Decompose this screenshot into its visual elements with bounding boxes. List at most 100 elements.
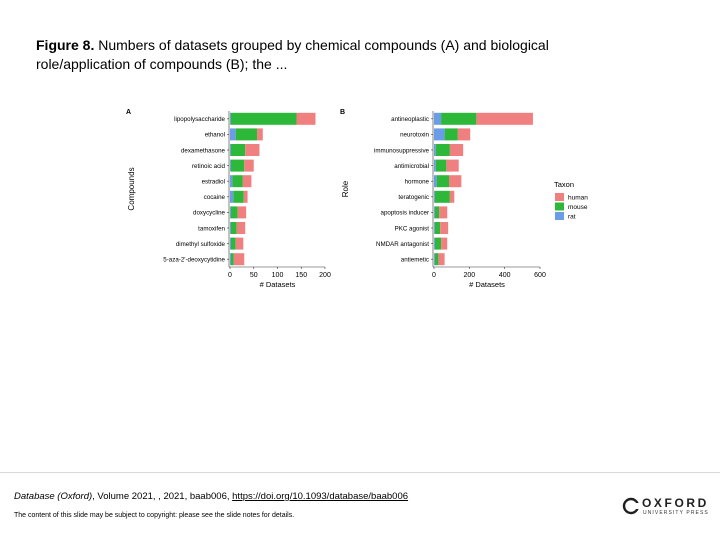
bar-human — [236, 222, 246, 234]
y-axis-title: Role — [341, 180, 350, 197]
bar-human — [440, 222, 449, 234]
category-label: antineoplastic — [391, 116, 429, 123]
bar-rat — [434, 175, 437, 188]
bar-human — [449, 190, 455, 203]
figure-panel: A Compounds lipopolysaccharide ethanol dexam… — [118, 100, 603, 300]
category-label: antiemetic — [401, 257, 429, 264]
x-tick-label: 0 — [228, 272, 232, 279]
bar-rat — [230, 112, 231, 125]
x-axis-title: # Datasets — [260, 280, 296, 289]
footer-divider — [0, 472, 720, 473]
category-label: antimicrobial — [394, 163, 429, 170]
x-tick-label: 50 — [250, 272, 258, 279]
bar-rat — [434, 253, 435, 266]
panel-label-B: B — [340, 109, 345, 116]
bar-human — [439, 206, 448, 219]
bar-mouse — [230, 112, 297, 125]
bar-rat — [230, 206, 231, 219]
bar-human — [438, 253, 445, 266]
x-tick-label: 150 — [295, 272, 307, 279]
bar-mouse — [435, 144, 450, 156]
bar-rat — [434, 144, 436, 156]
category-label: estradiol — [202, 179, 225, 186]
bar-rat — [230, 175, 233, 188]
logo-subtitle: UNIVERSITY PRESS — [643, 510, 709, 516]
bar-rat — [230, 144, 231, 156]
doi-link[interactable]: https://doi.org/10.1093/database/baab006 — [232, 491, 409, 502]
bar-human — [441, 237, 448, 250]
oxford-emblem-icon — [622, 497, 640, 515]
legend-label-rat: rat — [568, 214, 576, 221]
legend-swatch-rat — [555, 212, 564, 220]
bar-human — [242, 175, 252, 188]
category-label: immunosuppressive — [374, 147, 430, 154]
bar-rat — [230, 253, 231, 266]
bar-rat — [230, 128, 236, 141]
citation-details: , Volume 2021, , 2021, baab006, — [92, 491, 233, 502]
x-tick-label: 600 — [534, 272, 546, 279]
bar-mouse — [441, 112, 477, 125]
bar-mouse — [434, 222, 441, 234]
bar-rat — [434, 159, 436, 172]
bar-rat — [230, 237, 231, 250]
bar-mouse — [230, 222, 237, 234]
bar-human — [457, 128, 471, 141]
logo-word: OXFORD — [642, 496, 709, 510]
bar-rat — [434, 237, 435, 250]
category-label: hormone — [405, 179, 430, 186]
bar-rat — [434, 222, 435, 234]
bar-mouse — [230, 144, 246, 156]
bar-mouse — [444, 128, 458, 141]
bar-mouse — [230, 206, 238, 219]
bar-mouse — [436, 175, 450, 188]
bar-mouse — [434, 253, 439, 266]
bar-rat — [230, 190, 234, 203]
bar-rat — [434, 206, 435, 219]
legend-label-mouse: mouse — [568, 204, 588, 211]
citation: Database (Oxford), Volume 2021, , 2021, … — [14, 491, 408, 502]
x-tick-label: 100 — [272, 272, 284, 279]
oxford-logo[interactable]: OXFORD UNIVERSITY PRESS — [622, 496, 712, 518]
bar-mouse — [233, 190, 244, 203]
category-label: doxycycline — [193, 210, 226, 217]
category-label: 5-aza-2'-deoxycytidine — [163, 257, 225, 264]
copyright-notice: The content of this slide may be subject… — [14, 512, 295, 519]
bar-mouse — [235, 128, 258, 141]
bar-rat — [434, 128, 445, 141]
x-tick-label: 200 — [463, 272, 475, 279]
legend-label-human: human — [568, 195, 588, 202]
legend-swatch-mouse — [555, 202, 564, 211]
bar-rat — [230, 159, 231, 172]
category-label: cocaine — [204, 194, 226, 201]
category-label: dimethyl sulfoxide — [176, 241, 226, 248]
legend-swatch-human — [555, 193, 564, 201]
bar-human — [296, 112, 316, 125]
category-label: retinoic acid — [192, 163, 226, 170]
bar-human — [245, 144, 260, 156]
category-label: neurotoxin — [400, 132, 429, 139]
category-label: lipopolysaccharide — [174, 116, 225, 123]
bar-human — [446, 159, 459, 172]
category-label: teratogenic — [398, 194, 429, 201]
y-axis-title: Compounds — [127, 167, 136, 210]
bar-mouse — [434, 206, 440, 219]
bar-rat — [434, 112, 442, 125]
x-tick-label: 200 — [319, 272, 331, 279]
bar-mouse — [230, 159, 245, 172]
bar-human — [243, 190, 248, 203]
bar-mouse — [435, 159, 447, 172]
x-tick-label: 400 — [499, 272, 511, 279]
x-axis-title: # Datasets — [469, 280, 505, 289]
bar-mouse — [434, 190, 450, 203]
bar-mouse — [434, 237, 442, 250]
bar-human — [237, 206, 247, 219]
category-label: PKC agonist — [395, 225, 430, 232]
category-label: NMDAR antagonist — [376, 241, 429, 248]
bar-mouse — [230, 253, 234, 266]
panel-label-A: A — [126, 109, 131, 116]
category-label: ethanol — [205, 132, 225, 139]
bar-rat — [230, 222, 231, 234]
category-label: apoptosis inducer — [381, 210, 430, 217]
bar-human — [257, 128, 263, 141]
caption-text: Numbers of datasets grouped by chemical … — [36, 37, 549, 72]
